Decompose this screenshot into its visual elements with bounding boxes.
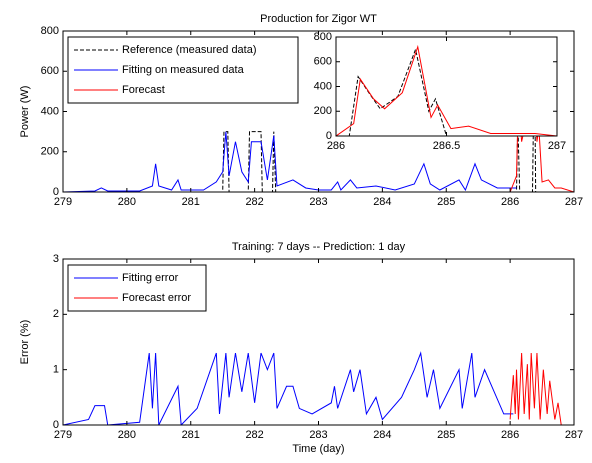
x-axis-label: Time (day) (292, 443, 344, 455)
x-tick-label: 283 (309, 429, 327, 441)
x-tick-label: 281 (182, 196, 200, 208)
y-tick-label: 800 (314, 31, 332, 43)
y-tick-label: 1 (53, 364, 59, 376)
legend-box (67, 264, 207, 312)
y-tick-label: 2 (53, 308, 59, 320)
series-line (63, 131, 517, 192)
y-tick-label: 400 (314, 80, 332, 92)
x-tick-label: 285 (437, 429, 455, 441)
series-line (509, 353, 574, 425)
y-axis-label: Error (%) (19, 320, 31, 365)
y-tick-label: 3 (53, 253, 59, 265)
series-line (336, 44, 557, 136)
y-tick-label: 800 (41, 25, 59, 37)
axes-background (336, 37, 557, 136)
x-tick-label: 287 (565, 429, 583, 441)
x-tick-label: 287 (548, 140, 566, 152)
y-tick-label: 0 (53, 186, 59, 198)
y-axis-label: Power (W) (19, 86, 31, 138)
x-tick-label: 281 (182, 429, 200, 441)
legend: Fitting error Forecast error (67, 264, 207, 312)
legend-label: Fitting on measured data (122, 64, 245, 76)
series-line (63, 51, 574, 192)
x-tick-label: 286.5 (433, 140, 461, 152)
y-tick-label: 0 (326, 130, 332, 142)
x-tick-label: 284 (373, 429, 391, 441)
y-tick-label: 400 (41, 105, 59, 117)
x-tick-label: 279 (54, 196, 72, 208)
x-tick-label: 286 (501, 196, 519, 208)
legend-label: Fitting error (122, 272, 179, 284)
chart-title: Training: 7 days -- Prediction: 1 day (232, 241, 406, 253)
y-tick-label: 0 (53, 419, 59, 431)
x-tick-label: 282 (245, 196, 263, 208)
x-tick-label: 283 (309, 196, 327, 208)
x-tick-label: 286 (327, 140, 345, 152)
x-tick-label: 284 (373, 196, 391, 208)
x-tick-label: 287 (565, 196, 583, 208)
x-tick-label: 279 (54, 429, 72, 441)
legend-label: Forecast (122, 84, 165, 96)
y-tick-label: 600 (41, 65, 59, 77)
x-tick-label: 282 (245, 429, 263, 441)
x-tick-label: 286 (501, 429, 519, 441)
x-tick-label: 280 (118, 429, 136, 441)
legend-label: Reference (measured data) (122, 44, 257, 56)
x-tick-label: 280 (118, 196, 136, 208)
axes: 286 286.5 287 0 200 400 600 800 (314, 31, 567, 152)
chart-title: Production for Zigor WT (260, 13, 377, 25)
axes: 279 280 281 282 283 284 285 286 287 0 1 2 3 Training:… (19, 241, 583, 455)
legend: Reference (measured data) Fitting on meas… (67, 36, 299, 104)
series-line (63, 351, 514, 425)
legend-label: Forecast error (122, 292, 191, 304)
y-tick-label: 600 (314, 56, 332, 68)
x-tick-label: 285 (437, 196, 455, 208)
y-tick-label: 200 (314, 105, 332, 117)
y-tick-label: 200 (41, 146, 59, 158)
